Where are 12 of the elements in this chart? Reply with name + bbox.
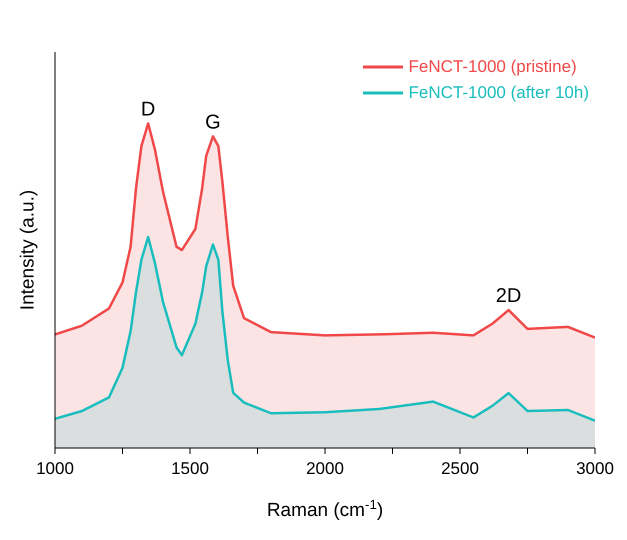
annotation: G [205,111,221,134]
x-axis-title: Raman (cm$^{-1}$) [266,496,384,521]
x-tick-label: 3000 [576,459,614,478]
x-tick-label: 2000 [306,459,344,478]
annotation: 2D [496,285,522,308]
y-axis-title: Intensity (a.u.) [18,190,39,310]
x-tick-label: 1500 [171,459,209,478]
x-tick-label: 2500 [441,459,479,478]
legend-label: FeNCT-1000 (after 10h) [408,82,589,104]
text: D [140,98,156,120]
x-tick-label: 1000 [36,459,74,478]
legend-label: FeNCT-1000 (pristine) [408,56,577,78]
